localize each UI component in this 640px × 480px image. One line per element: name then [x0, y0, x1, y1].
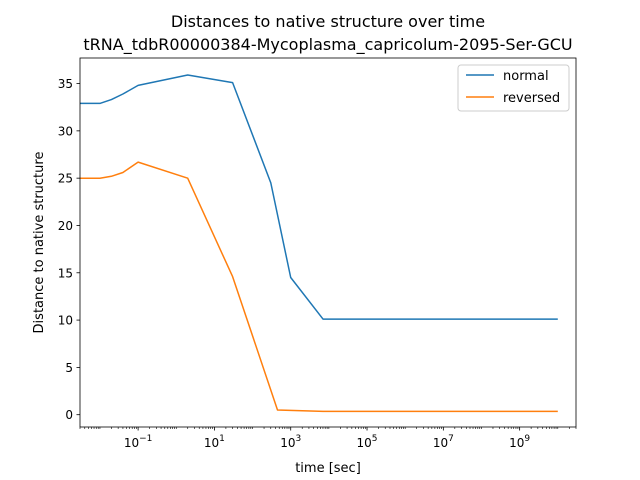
y-axis-ticks: 0 5 10 15 20 25 30 35 — [58, 77, 80, 422]
x-tick-label: 103 — [280, 434, 301, 450]
x-axis-ticks: 10−1 101 103 105 107 109 — [79, 427, 577, 450]
y-tick-label: 5 — [65, 361, 73, 375]
chart-legend: normal reversed — [457, 64, 570, 112]
legend-label-normal: normal — [503, 69, 549, 84]
plot-area-frame — [79, 57, 577, 428]
legend-label-reversed: reversed — [503, 91, 560, 106]
series-line-normal — [80, 74, 558, 320]
y-tick-label: 15 — [58, 266, 73, 280]
chart-subtitle: tRNA_tdbR00000384-Mycoplasma_capricolum-… — [83, 35, 572, 55]
x-axis-label: time [sec] — [295, 461, 361, 476]
x-tick-label: 105 — [357, 434, 378, 450]
y-tick-label: 10 — [58, 314, 73, 328]
series-line-reversed — [80, 161, 558, 413]
x-tick-label: 10−1 — [124, 434, 153, 450]
y-tick-label: 25 — [58, 172, 73, 186]
x-tick-label: 109 — [509, 434, 530, 450]
plot-lines — [80, 74, 558, 413]
y-tick-label: 30 — [58, 124, 73, 138]
y-axis-label: Distance to native structure — [32, 152, 47, 334]
y-tick-label: 0 — [65, 408, 73, 422]
y-tick-label: 35 — [58, 77, 73, 91]
legend-box — [457, 64, 570, 112]
x-tick-label: 101 — [204, 434, 225, 450]
chart-title: Distances to native structure over time — [171, 12, 485, 31]
x-tick-label: 107 — [433, 434, 454, 450]
y-tick-label: 20 — [58, 219, 73, 233]
